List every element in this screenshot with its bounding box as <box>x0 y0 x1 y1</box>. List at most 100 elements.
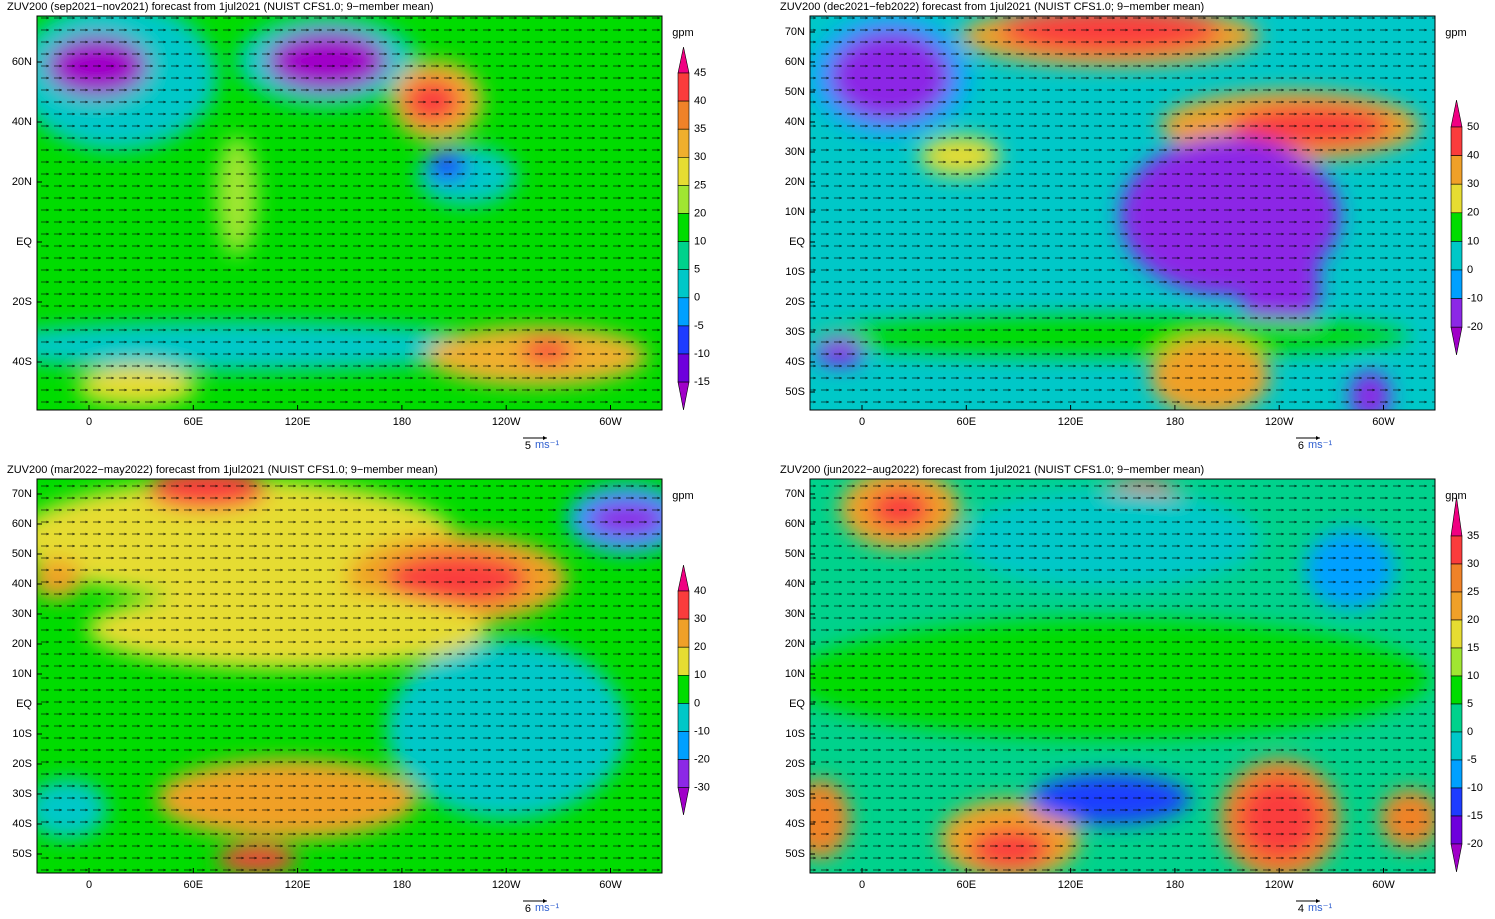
colorbar-cap <box>677 564 690 592</box>
lat-label: 50S <box>785 386 805 398</box>
ref-value: 5 <box>525 440 531 452</box>
colorbar-label: 35 <box>1467 530 1479 542</box>
colorbar-bin <box>1450 269 1463 299</box>
colorbar-label: 30 <box>1467 558 1479 570</box>
colorbar-label: -10 <box>1467 293 1483 305</box>
colorbar-bin <box>1450 647 1463 677</box>
colorbar-bin <box>1450 563 1463 593</box>
map-panel: ZUV200 (dec2021−feb2022) forecast from 1… <box>780 1 1483 452</box>
colorbar-label: 20 <box>694 207 706 219</box>
colorbar-label: 10 <box>1467 670 1479 682</box>
lat-label: 50N <box>785 86 805 98</box>
lat-label: 10S <box>12 728 32 740</box>
lat-label: 10S <box>785 728 805 740</box>
lat-label: 70N <box>785 26 805 38</box>
colorbar-label: 5 <box>1467 698 1473 710</box>
lon-label: 120E <box>285 879 311 891</box>
lon-label: 180 <box>1166 416 1184 428</box>
colorbar-bin <box>677 759 690 788</box>
colorbar-bin <box>677 241 690 271</box>
colorbar-label: -20 <box>694 754 710 766</box>
lat-label: 40N <box>12 578 32 590</box>
colorbar-label: 10 <box>694 236 706 248</box>
ref-unit: ms⁻¹ <box>1308 902 1332 914</box>
colorbar-bin <box>677 72 690 102</box>
colorbar-label: -20 <box>1467 838 1483 850</box>
lat-label: EQ <box>789 236 805 248</box>
ref-arrow-head <box>1316 899 1320 903</box>
map-frame <box>36 15 663 411</box>
ref-value: 4 <box>1298 903 1304 914</box>
lat-label: 30S <box>785 788 805 800</box>
lat-label: 70N <box>12 488 32 500</box>
colorbar-bin <box>1450 183 1463 214</box>
colorbar-bin <box>677 674 690 704</box>
map-field <box>37 16 662 410</box>
lon-label: 60E <box>184 416 204 428</box>
lat-label: 10N <box>785 206 805 218</box>
colorbar-bin <box>677 618 690 648</box>
colorbar-bin <box>677 353 690 383</box>
lat-label: 30S <box>12 788 32 800</box>
colorbar-label: -30 <box>694 782 710 794</box>
colorbar-bin <box>1450 212 1463 242</box>
colorbar-label: 5 <box>694 264 700 276</box>
colorbar-label: 40 <box>694 95 706 107</box>
lat-label: 60N <box>12 518 32 530</box>
colorbar-label: 10 <box>1467 235 1479 247</box>
map-frame <box>809 15 1436 411</box>
colorbar-bin <box>1450 759 1463 789</box>
colorbar-bin <box>677 157 690 186</box>
lon-label: 0 <box>859 416 865 428</box>
colorbar-bin <box>677 185 690 214</box>
colorbar-bin <box>1450 675 1463 705</box>
colorbar-label: 25 <box>1467 586 1479 598</box>
lat-label: 10N <box>12 668 32 680</box>
lat-label: EQ <box>789 698 805 710</box>
panel-title: ZUV200 (jun2022−aug2022) forecast from 1… <box>780 464 1204 476</box>
map-field <box>810 16 1435 410</box>
ref-value: 6 <box>1298 440 1304 452</box>
colorbar-cap <box>1450 99 1463 128</box>
colorbar-bin <box>677 703 690 732</box>
colorbar-bin <box>1450 241 1463 271</box>
colorbar-label: -10 <box>1467 782 1483 794</box>
colorbar-label: 15 <box>1467 642 1479 654</box>
lat-label: 20S <box>12 758 32 770</box>
lat-label: 40S <box>785 818 805 830</box>
ref-unit: ms⁻¹ <box>1308 439 1332 451</box>
colorbar-label: 30 <box>1467 178 1479 190</box>
colorbar-bin <box>1450 703 1463 733</box>
colorbar-label: -20 <box>1467 321 1483 333</box>
colorbar-cap <box>1450 496 1463 537</box>
colorbar-bin <box>1450 815 1463 845</box>
colorbar-label: 30 <box>694 613 706 625</box>
panel-title: ZUV200 (dec2021−feb2022) forecast from 1… <box>780 1 1204 13</box>
lat-label: 40S <box>12 818 32 830</box>
colorbar-label: 10 <box>694 669 706 681</box>
map-frame <box>809 478 1436 874</box>
lat-label: 50S <box>785 848 805 860</box>
ref-unit: ms⁻¹ <box>535 902 559 914</box>
lon-label: 60W <box>1372 879 1395 891</box>
colorbar-bin <box>1450 787 1463 817</box>
ref-arrow-head <box>543 436 547 440</box>
lat-label: 60N <box>12 56 32 68</box>
colorbar-label: -15 <box>1467 810 1483 822</box>
map-panel: ZUV200 (mar2022−may2022) forecast from 1… <box>7 464 710 915</box>
lon-label: 0 <box>86 416 92 428</box>
colorbar-bin <box>1450 126 1463 156</box>
colorbar-bin <box>1450 298 1463 328</box>
colorbar-bin <box>677 646 690 676</box>
colorbar-bin <box>677 297 690 327</box>
colorbar-label: 0 <box>1467 264 1473 276</box>
lon-label: 60E <box>957 879 977 891</box>
lat-label: 20N <box>785 638 805 650</box>
ref-arrow-head <box>543 899 547 903</box>
lat-label: 20S <box>785 758 805 770</box>
colorbar-bin <box>1450 591 1463 621</box>
colorbar-label: 20 <box>1467 614 1479 626</box>
lat-label: 70N <box>785 488 805 500</box>
colorbar-cap <box>677 381 690 411</box>
